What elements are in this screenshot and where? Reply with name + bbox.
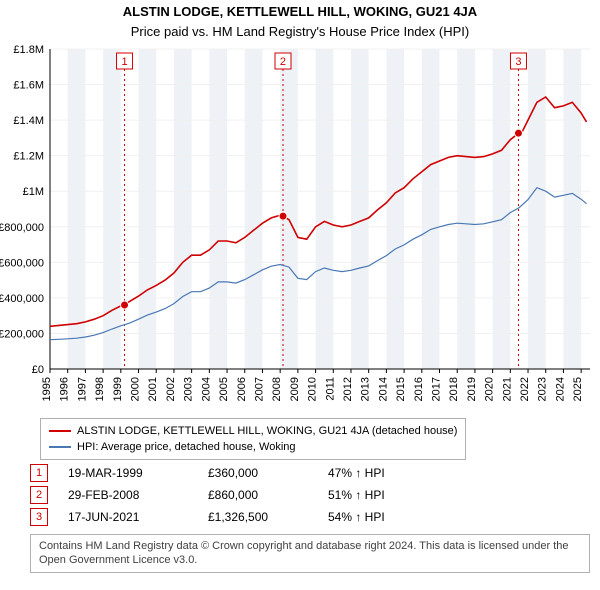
svg-text:£400,000: £400,000 (0, 293, 44, 305)
price-chart: £0 £200,000 £400,000 £600,000 £800,000 £1M £1.… (0, 44, 600, 414)
page-title: ALSTIN LODGE, KETTLEWELL HILL, WOKING, G… (0, 4, 600, 19)
svg-text:2006: 2006 (236, 377, 248, 401)
event-price: £360,000 (208, 466, 328, 480)
event-table: 1 19-MAR-1999£360,00047% ↑ HPI 2 29-FEB-200… (30, 462, 385, 528)
event-marker: 3 (30, 508, 48, 526)
svg-text:£0: £0 (32, 364, 44, 376)
svg-text:2024: 2024 (554, 377, 566, 401)
svg-text:2021: 2021 (501, 377, 513, 401)
svg-text:£1M: £1M (23, 186, 44, 198)
svg-text:2000: 2000 (130, 377, 142, 401)
svg-text:2016: 2016 (413, 377, 425, 401)
event-row: 3 17-JUN-2021£1,326,50054% ↑ HPI (30, 506, 385, 528)
svg-text:2019: 2019 (466, 377, 478, 401)
svg-text:£1.2M: £1.2M (13, 151, 44, 163)
svg-text:2017: 2017 (431, 377, 443, 401)
event-date: 17-JUN-2021 (68, 510, 208, 524)
svg-text:2023: 2023 (537, 377, 549, 401)
event-price: £1,326,500 (208, 510, 328, 524)
event-marker: 2 (30, 486, 48, 504)
svg-text:1999: 1999 (112, 377, 124, 401)
svg-text:£1.6M: £1.6M (13, 80, 44, 92)
svg-text:1995: 1995 (41, 377, 53, 401)
svg-text:£600,000: £600,000 (0, 257, 44, 269)
svg-text:2008: 2008 (271, 377, 283, 401)
svg-text:2015: 2015 (395, 377, 407, 401)
legend-row: ALSTIN LODGE, KETTLEWELL HILL, WOKING, G… (49, 423, 457, 439)
svg-text:2013: 2013 (360, 377, 372, 401)
svg-text:£1.8M: £1.8M (13, 44, 44, 56)
svg-text:2022: 2022 (519, 377, 531, 401)
svg-text:2014: 2014 (377, 377, 389, 401)
legend-label: HPI: Average price, detached house, Woki… (77, 441, 296, 453)
event-row: 2 29-FEB-2008£860,00051% ↑ HPI (30, 484, 385, 506)
svg-text:2012: 2012 (342, 377, 354, 401)
event-price: £860,000 (208, 488, 328, 502)
svg-text:2001: 2001 (147, 377, 159, 401)
event-date: 19-MAR-1999 (68, 466, 208, 480)
svg-text:2: 2 (280, 56, 286, 68)
event-row: 1 19-MAR-1999£360,00047% ↑ HPI (30, 462, 385, 484)
svg-text:2005: 2005 (218, 377, 230, 401)
legend-label: ALSTIN LODGE, KETTLEWELL HILL, WOKING, G… (77, 425, 457, 437)
legend: ALSTIN LODGE, KETTLEWELL HILL, WOKING, G… (40, 418, 466, 460)
svg-text:2007: 2007 (253, 377, 265, 401)
svg-text:£200,000: £200,000 (0, 328, 44, 340)
event-date: 29-FEB-2008 (68, 488, 208, 502)
event-marker: 1 (30, 464, 48, 482)
svg-text:2002: 2002 (165, 377, 177, 401)
page-subtitle: Price paid vs. HM Land Registry's House … (0, 24, 600, 39)
svg-text:£1.4M: £1.4M (13, 115, 44, 127)
event-relative: 54% ↑ HPI (328, 510, 385, 524)
svg-text:2010: 2010 (307, 377, 319, 401)
svg-text:1996: 1996 (59, 377, 71, 401)
svg-text:2009: 2009 (289, 377, 301, 401)
legend-row: HPI: Average price, detached house, Woki… (49, 439, 457, 455)
svg-text:2004: 2004 (200, 377, 212, 401)
legend-swatch (49, 446, 71, 448)
attribution: Contains HM Land Registry data © Crown c… (30, 534, 590, 573)
svg-text:1: 1 (121, 56, 127, 68)
svg-text:2018: 2018 (448, 377, 460, 401)
svg-text:2025: 2025 (572, 377, 584, 401)
event-relative: 47% ↑ HPI (328, 466, 385, 480)
svg-text:£800,000: £800,000 (0, 222, 44, 234)
event-relative: 51% ↑ HPI (328, 488, 385, 502)
svg-text:1997: 1997 (76, 377, 88, 401)
svg-text:2011: 2011 (324, 377, 336, 401)
svg-text:2003: 2003 (183, 377, 195, 401)
svg-text:1998: 1998 (94, 377, 106, 401)
svg-text:2020: 2020 (484, 377, 496, 401)
legend-swatch (49, 430, 71, 432)
svg-text:3: 3 (515, 56, 521, 68)
